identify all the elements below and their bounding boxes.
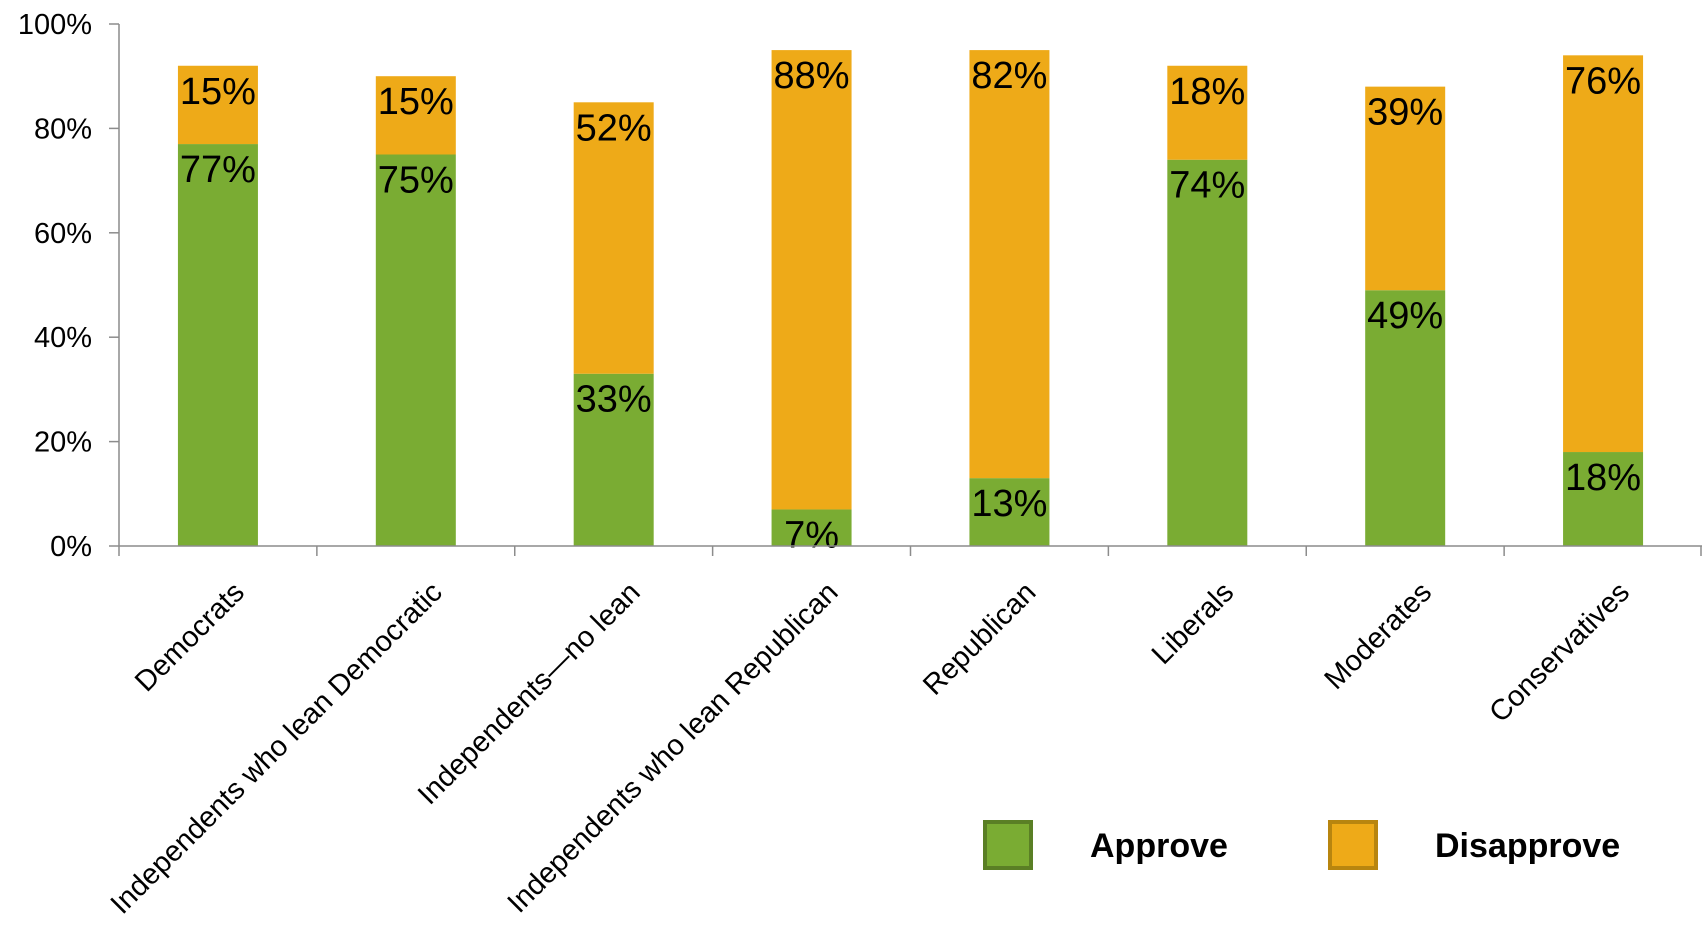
bar-approve-1 — [177, 144, 258, 546]
data-label-disapprove: 15% — [180, 71, 256, 113]
y-tick-label: 20% — [34, 427, 92, 459]
data-label-approve: 77% — [180, 149, 256, 191]
x-tick-label: Democrats — [129, 576, 251, 698]
legend: Approve Disapprove — [983, 820, 1620, 870]
data-label-approve: 33% — [576, 379, 652, 421]
data-label-disapprove: 15% — [378, 81, 454, 123]
x-tick-label: Independents—no lean — [412, 576, 647, 811]
data-label-approve: 18% — [1565, 457, 1641, 499]
x-tick-label: Liberals — [1146, 576, 1240, 670]
y-axis: 0% 20% 40% 60% 80% 100% — [18, 9, 120, 563]
legend-swatch-approve — [983, 820, 1033, 870]
data-label-approve: 74% — [1169, 165, 1245, 207]
data-label-disapprove: 76% — [1565, 60, 1641, 102]
bar-approve-4 — [771, 509, 852, 546]
bar-disapprove-2 — [375, 76, 456, 155]
x-tick-label: Conservatives — [1483, 576, 1636, 729]
x-tick-label: Republican — [917, 576, 1042, 701]
bar-approve-8 — [1563, 452, 1644, 546]
y-tick-label: 60% — [34, 218, 92, 250]
data-label-approve: 49% — [1367, 295, 1443, 337]
bar-approve-6 — [1167, 159, 1248, 546]
legend-label-disapprove: Disapprove — [1435, 827, 1620, 865]
bar-approve-3 — [573, 373, 654, 546]
y-tick-label: 0% — [50, 531, 92, 563]
bar-approve-2 — [375, 154, 456, 546]
bar-disapprove-5 — [969, 50, 1050, 479]
data-label-approve: 75% — [378, 160, 454, 202]
bars: 77% 15% 75% 15% 33% 52% 7% 88% 13% 82% 74% 18% 49% 39… — [177, 50, 1644, 556]
y-tick-label: 80% — [34, 113, 92, 145]
y-tick-label: 40% — [34, 322, 92, 354]
x-tick-label: Moderates — [1319, 576, 1439, 696]
data-label-approve: 7% — [784, 514, 839, 556]
data-label-disapprove: 39% — [1367, 92, 1443, 134]
x-tick-label: Independents who lean Democratic — [105, 576, 449, 920]
legend-swatch-disapprove — [1328, 820, 1378, 870]
bar-disapprove-4 — [771, 50, 852, 510]
bar-disapprove-8 — [1563, 55, 1644, 453]
y-tick-label: 100% — [18, 9, 92, 41]
bar-approve-7 — [1365, 290, 1446, 546]
data-label-disapprove: 82% — [971, 55, 1047, 97]
bar-disapprove-1 — [177, 65, 258, 145]
data-label-approve: 13% — [971, 483, 1047, 525]
legend-label-approve: Approve — [1090, 827, 1228, 865]
bar-disapprove-6 — [1167, 65, 1248, 160]
bar-disapprove-7 — [1365, 86, 1446, 291]
bar-approve-5 — [969, 478, 1050, 546]
data-label-disapprove: 52% — [576, 107, 652, 149]
data-label-disapprove: 18% — [1169, 71, 1245, 113]
data-label-disapprove: 88% — [774, 55, 850, 97]
x-tick-label: Independents who lean Republican — [502, 576, 845, 919]
bar-disapprove-3 — [573, 102, 654, 374]
